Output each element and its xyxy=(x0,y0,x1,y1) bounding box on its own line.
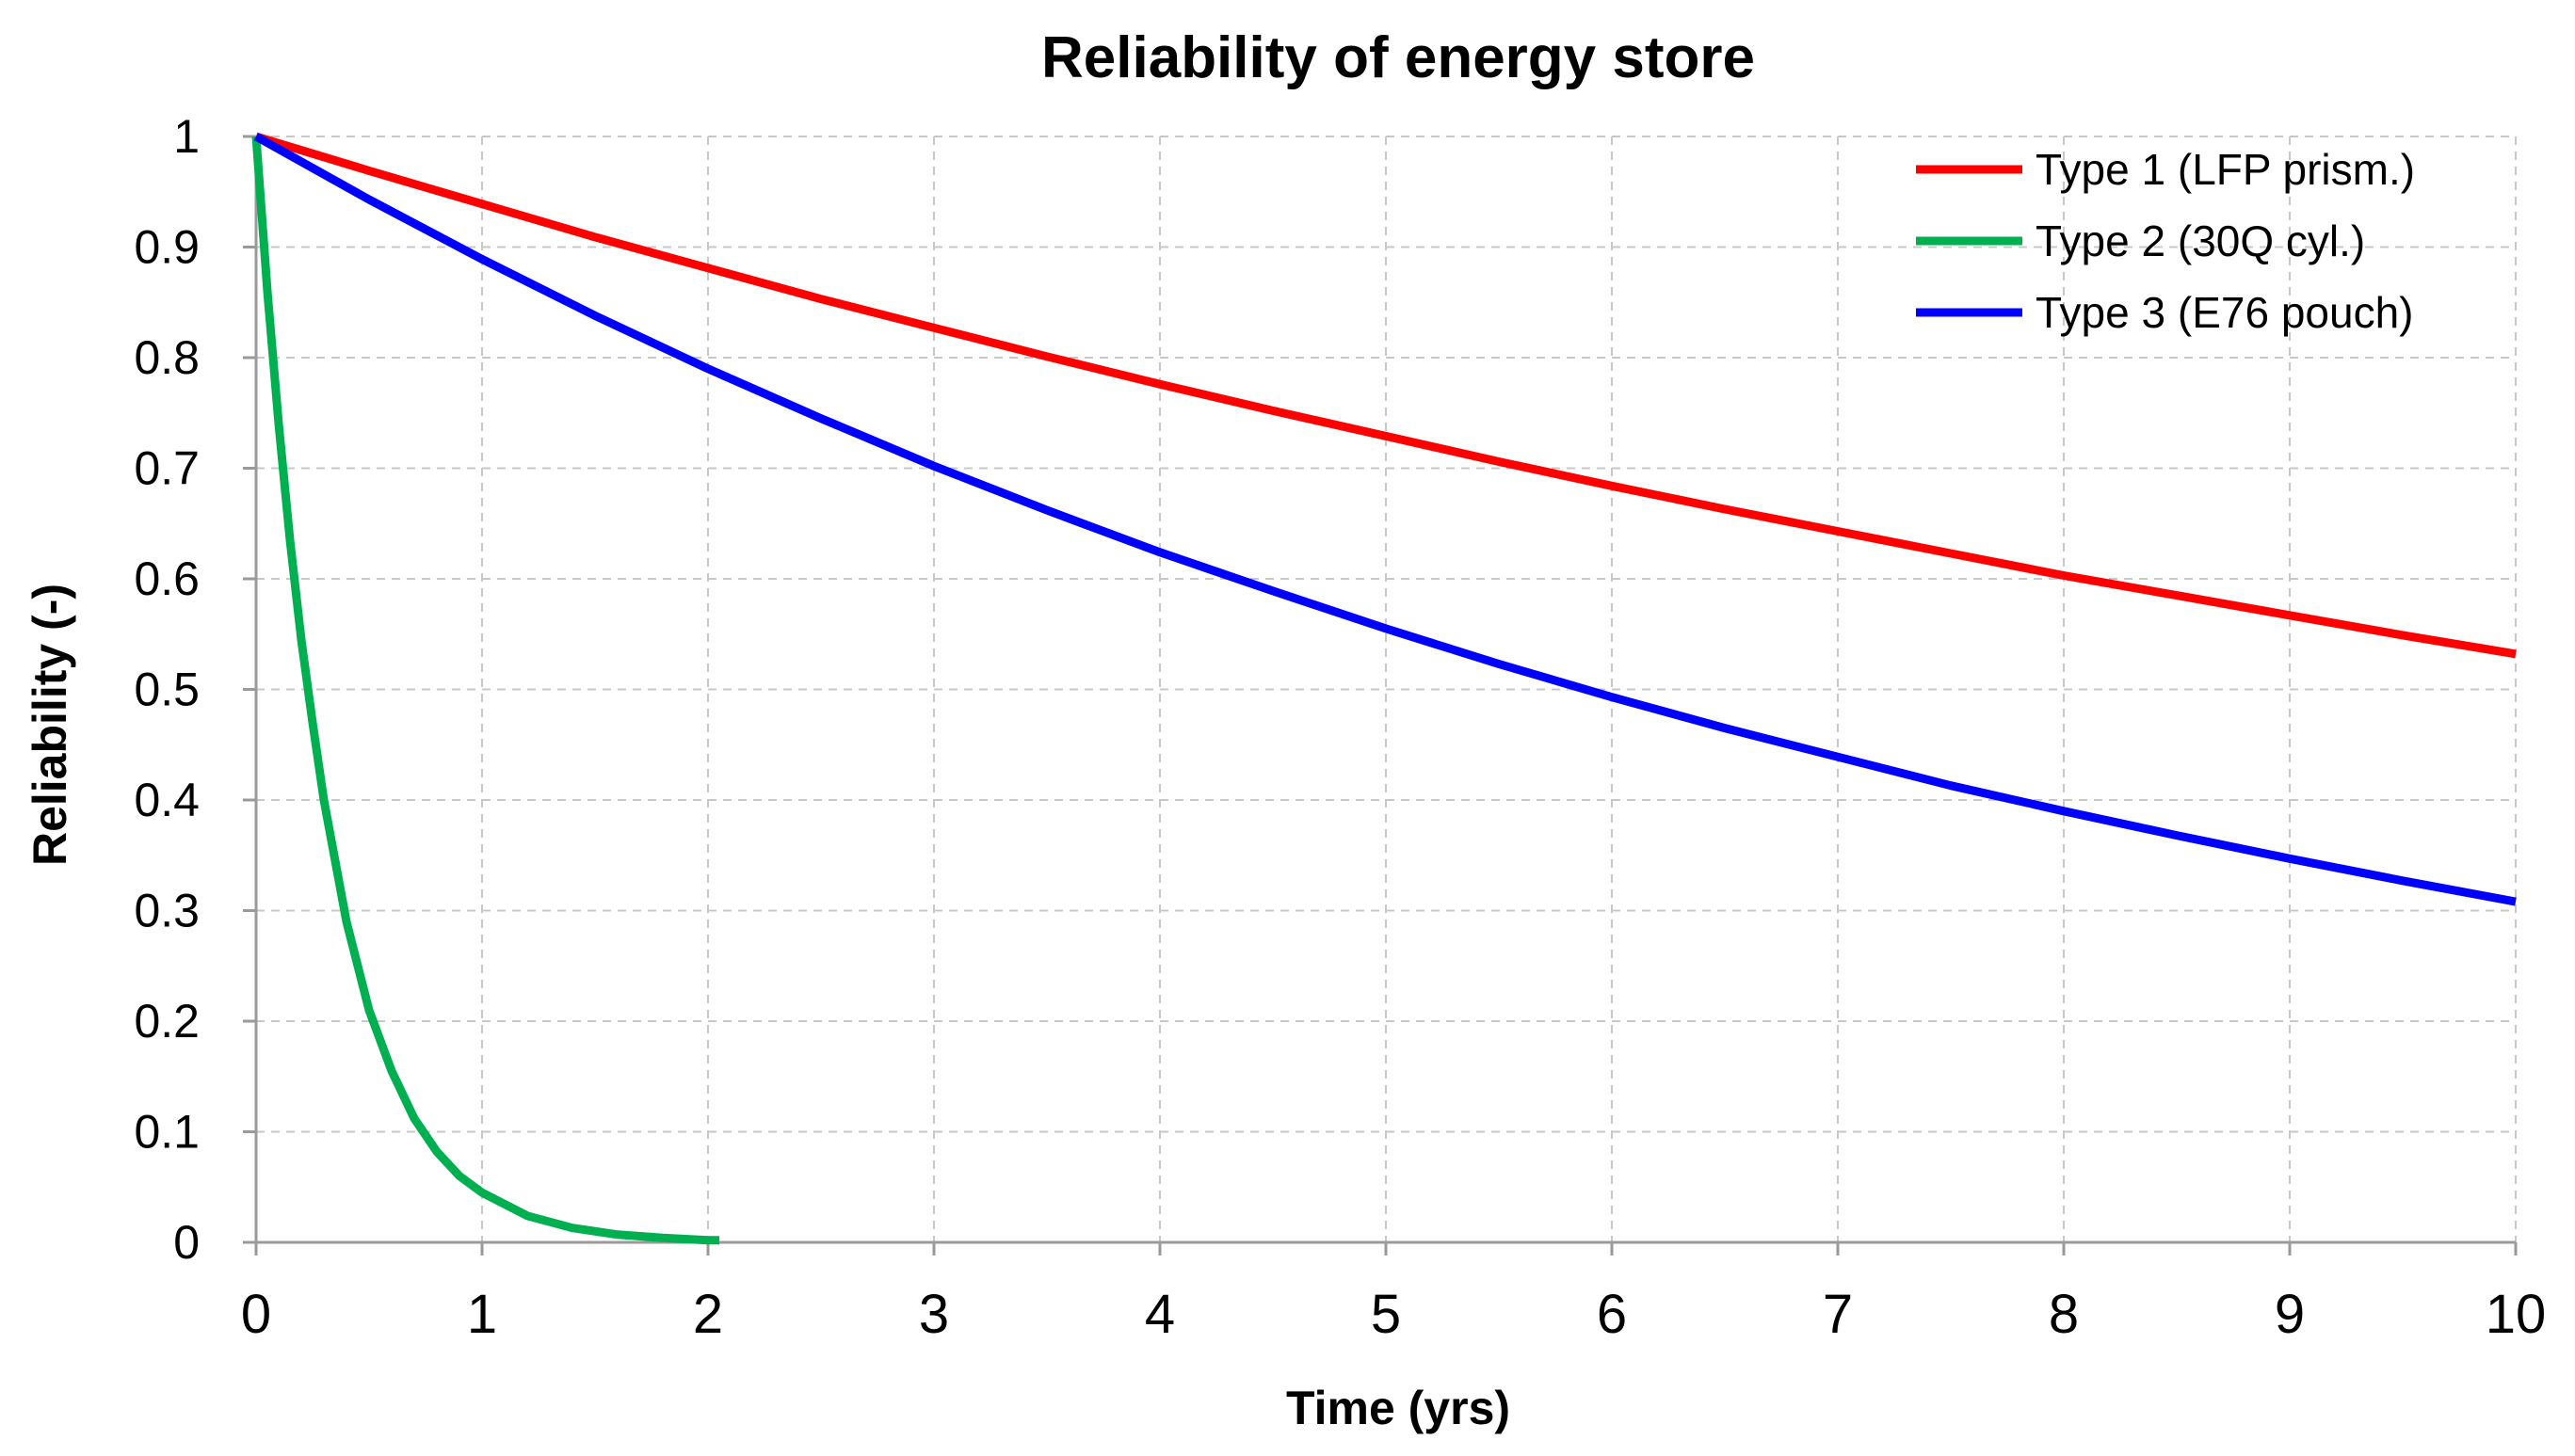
x-tick-label: 0 xyxy=(241,1284,271,1345)
legend: Type 1 (LFP prism.) Type 2 (30Q cyl.) Type… xyxy=(1916,145,2415,337)
chart-title: Reliability of energy store xyxy=(1041,25,1755,90)
y-tick-label: 0.3 xyxy=(134,885,200,937)
x-axis-title: Time (yrs) xyxy=(1286,1382,1510,1434)
x-tick-label: 7 xyxy=(1823,1284,1853,1345)
y-axis-title: Reliability (-) xyxy=(24,584,76,866)
legend-label-type-2: Type 2 (30Q cyl.) xyxy=(2036,216,2365,265)
y-tick-label: 0.9 xyxy=(134,221,200,274)
x-tick-label: 2 xyxy=(693,1284,723,1345)
y-tick-label: 0 xyxy=(173,1216,200,1269)
y-tick-label: 0.7 xyxy=(134,442,200,495)
labels-layer: Reliability of energy store Time (yrs) R… xyxy=(24,25,2546,1434)
y-tick-label: 0.8 xyxy=(134,331,200,384)
axes-layer xyxy=(243,135,2518,1256)
x-tick-label: 3 xyxy=(919,1284,949,1345)
x-tick-label: 5 xyxy=(1371,1284,1401,1345)
x-tick-label: 6 xyxy=(1597,1284,1627,1345)
x-tick-label: 1 xyxy=(467,1284,497,1345)
y-tick-label: 0.1 xyxy=(134,1106,200,1159)
x-tick-label: 9 xyxy=(2275,1284,2305,1345)
y-tick-label: 0.2 xyxy=(134,995,200,1048)
grid-layer xyxy=(256,136,2517,1242)
y-tick-label: 1 xyxy=(173,110,200,163)
y-tick-label: 0.6 xyxy=(134,552,200,605)
y-tick-label: 0.5 xyxy=(134,664,200,716)
series-line-type-3 xyxy=(253,133,2517,906)
y-tick-label: 0.4 xyxy=(134,774,200,826)
series-layer xyxy=(251,132,2517,1245)
series-line-type-2 xyxy=(251,136,719,1245)
legend-label-type-1: Type 1 (LFP prism.) xyxy=(2036,145,2415,194)
x-tick-label: 8 xyxy=(2049,1284,2079,1345)
x-tick-label: 10 xyxy=(2486,1284,2547,1345)
legend-label-type-3: Type 3 (E76 pouch) xyxy=(2036,288,2413,337)
x-tick-label: 4 xyxy=(1145,1284,1175,1345)
series-line-type-1 xyxy=(254,132,2517,659)
